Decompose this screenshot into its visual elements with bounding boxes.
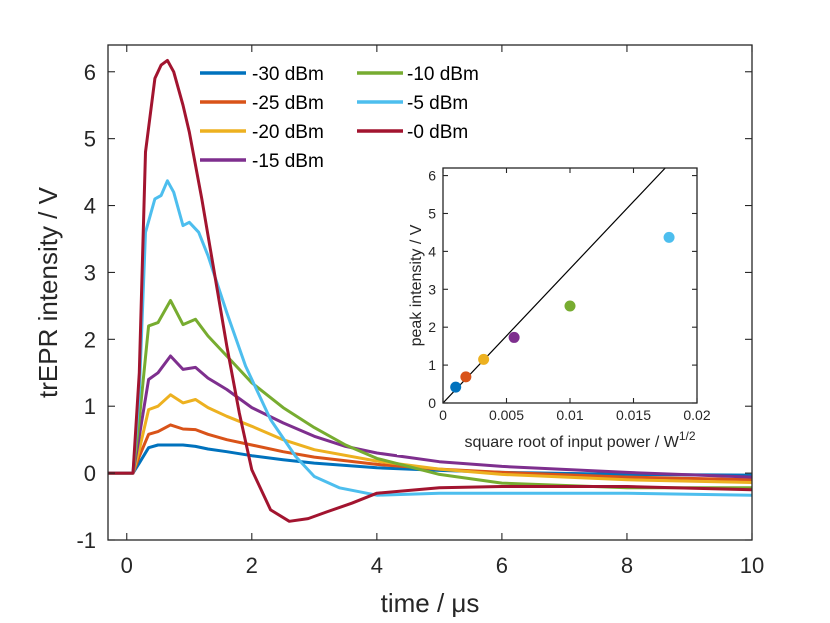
inset-y-tick-label: 5 (428, 205, 436, 221)
x-tick-label: 0 (121, 553, 133, 578)
legend-label-1: -25 dBm (252, 93, 324, 114)
inset-y-tick-label: 1 (428, 357, 436, 373)
inset-x-tick-label: 0.02 (683, 407, 710, 423)
y-tick-label: 2 (84, 327, 96, 352)
inset-x-tick-label: 0.01 (556, 407, 583, 423)
inset-point-1 (460, 371, 472, 383)
inset-y-tick-label: 0 (428, 395, 436, 411)
inset-x-axis-label-text: square root of input power / W (464, 434, 679, 451)
x-axis-label: time / μs (381, 588, 480, 618)
inset-point-4 (564, 300, 576, 312)
y-tick-label: 1 (84, 394, 96, 419)
inset-x-tick-label: 0 (439, 407, 447, 423)
inset-x-axis-label-superscript: 1/2 (679, 429, 696, 443)
x-tick-label: 8 (621, 553, 633, 578)
inset-y-tick-label: 3 (428, 281, 436, 297)
legend-label-3: -15 dBm (252, 151, 324, 172)
inset-plot: 0 0.005 0.01 0.015 0.02 0 1 2 3 4 5 6 square root of… (397, 158, 715, 455)
main-axes-box (107, 44, 753, 541)
x-tick-label: 6 (496, 553, 508, 578)
inset-y-axis-label: peak intensity / V (408, 224, 425, 346)
y-tick-label: -1 (76, 528, 96, 553)
inset-background (397, 158, 715, 455)
series-line-6 (108, 58, 753, 523)
inset-point-5 (663, 231, 675, 243)
x-tick-label: 10 (740, 553, 764, 578)
y-tick-label: 6 (84, 60, 96, 85)
series-line-3 (108, 354, 753, 479)
legend-label-0: -30 dBm (252, 64, 324, 85)
fit-line (443, 168, 666, 403)
inset-x-tick-label: 0.005 (489, 407, 524, 423)
y-tick-label: 4 (84, 194, 96, 219)
inset-x-axis-label: square root of input power / W1/2 (464, 429, 695, 451)
series-line-2 (108, 393, 753, 484)
x-tick-label: 2 (246, 553, 258, 578)
legend: -30 dBm -25 dBm -20 dBm -15 dBm -10 dBm -5 dB… (200, 64, 479, 172)
series-line-5 (108, 179, 753, 497)
inset-point-0 (450, 381, 462, 393)
inset-y-tick-label: 6 (428, 168, 436, 184)
y-tick-label: 5 (84, 127, 96, 152)
y-tick-label: 3 (84, 260, 96, 285)
inset-x-tick-label: 0.015 (616, 407, 651, 423)
inset-y-tick-label: 2 (428, 319, 436, 335)
x-tick-label: 4 (371, 553, 383, 578)
legend-label-2: -20 dBm (252, 122, 324, 143)
legend-label-4: -10 dBm (407, 64, 479, 85)
series-line-4 (108, 299, 752, 490)
inset-point-2 (478, 353, 490, 365)
y-axis-label: trEPR intensity / V (33, 186, 63, 398)
legend-label-5: -5 dBm (407, 93, 468, 114)
legend-label-6: -0 dBm (407, 122, 468, 143)
y-tick-label: 0 (84, 461, 96, 486)
inset-y-tick-label: 4 (428, 243, 436, 259)
inset-point-3 (508, 331, 520, 343)
